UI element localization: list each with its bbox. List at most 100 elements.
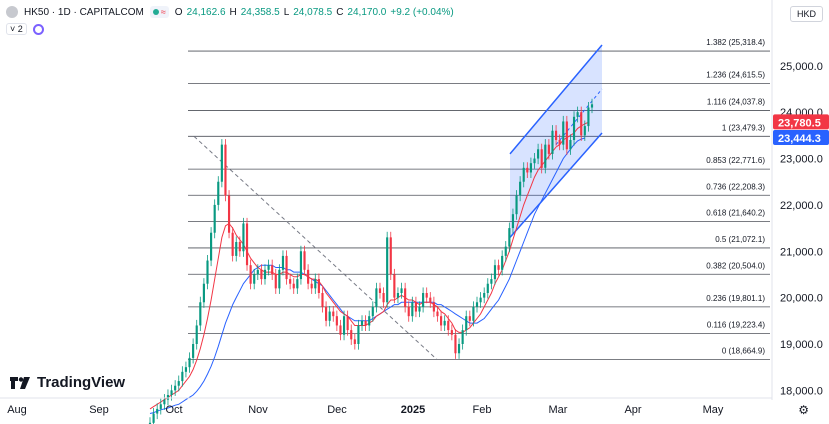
candle-body	[562, 121, 565, 145]
candle-body	[353, 339, 356, 344]
candle-body	[210, 232, 213, 261]
fib-label: 0.236 (19,801.1)	[706, 294, 765, 303]
fib-label: 0.382 (20,504.0)	[706, 261, 765, 270]
candle-body	[163, 399, 166, 405]
candle-body	[544, 144, 547, 168]
candle-body	[558, 140, 561, 145]
candle-body	[447, 320, 450, 331]
candle-body	[227, 195, 231, 233]
currency-button[interactable]: HKD	[789, 6, 823, 22]
candle-body	[590, 104, 594, 108]
candle-body	[450, 330, 453, 335]
price-tick-label: 25,000.0	[780, 61, 823, 73]
candle-body	[400, 288, 403, 293]
time-tick-label: Nov	[248, 404, 268, 416]
fib-label: 0.5 (21,072.1)	[715, 235, 765, 244]
indicator-count: 2	[17, 24, 23, 34]
candle-body	[490, 279, 493, 284]
candle-body	[533, 158, 536, 164]
fib-label: 1.382 (25,318.4)	[706, 38, 765, 47]
candle-body	[565, 121, 568, 150]
collapse-indicators-button[interactable]: ˅ 2	[6, 23, 27, 35]
candle-body	[483, 293, 486, 298]
candle-body	[504, 246, 507, 256]
candle-body	[540, 149, 543, 168]
market-status[interactable]: ≈	[149, 6, 169, 18]
channel-lower	[509, 132, 603, 238]
high-label: H	[229, 6, 237, 18]
candle-body	[253, 274, 256, 284]
indicator-icon[interactable]	[32, 23, 44, 35]
candle-body	[497, 265, 500, 270]
candle-body	[537, 149, 540, 159]
price-marker	[773, 114, 829, 130]
price-axis[interactable]: 25,000.024,000.023,000.022,000.021,000.0…	[771, 0, 829, 400]
time-axis[interactable]: Aug Sep Oct Nov Dec 2025 Feb Mar Apr May	[0, 397, 772, 416]
close-label: C	[336, 6, 344, 18]
candle-body	[436, 311, 439, 317]
candle-body	[468, 316, 471, 321]
candle-body	[339, 325, 342, 335]
time-tick-label: Apr	[624, 404, 641, 416]
open-value: 24,162.6	[186, 6, 226, 18]
candle-body	[479, 297, 482, 303]
candle-body	[260, 269, 263, 280]
indicators-row: ˅ 2	[6, 23, 44, 35]
candle-body	[554, 130, 558, 140]
candle-body	[202, 283, 205, 303]
candle-body	[432, 302, 435, 312]
time-tick-label: Feb	[473, 404, 492, 416]
candle-body	[493, 265, 497, 280]
symbol-title[interactable]: HK50 · 1D · CAPITALCOM	[24, 6, 144, 18]
price-tick-label: 21,000.0	[780, 246, 823, 258]
candle-body	[368, 316, 371, 326]
fib-label: 0 (18,664.9)	[722, 347, 765, 356]
price-marker-label: 23,444.3	[778, 133, 821, 145]
candle-body	[177, 381, 180, 386]
candle-body	[249, 265, 252, 284]
candle-body	[364, 320, 367, 326]
candle-body	[389, 237, 392, 275]
candle-body	[332, 311, 335, 317]
tv-logo-icon	[10, 376, 30, 389]
candle-body	[267, 265, 270, 270]
candle-body	[569, 140, 572, 150]
fib-label: 1.116 (24,037.8)	[707, 97, 765, 106]
candle-body	[184, 367, 188, 372]
candle-body	[346, 316, 349, 331]
candle-body	[174, 385, 177, 391]
tradingview-logo[interactable]: TradingView	[10, 374, 125, 391]
candle-body	[213, 204, 216, 233]
candle-body	[580, 112, 583, 136]
candle-body	[188, 357, 191, 368]
time-tick-label: May	[703, 404, 724, 416]
candle-body	[292, 283, 295, 289]
candle-body	[396, 293, 400, 298]
candle-body	[296, 279, 299, 289]
price-tick-label: 20,000.0	[780, 293, 823, 305]
candle-body	[335, 316, 338, 326]
candle-body	[350, 330, 353, 340]
candle-body	[486, 283, 489, 293]
candle-body	[281, 255, 285, 270]
price-tick-label: 22,000.0	[780, 200, 823, 212]
candles	[148, 98, 594, 424]
fib-label: 0.853 (22,771.6)	[706, 156, 765, 165]
symbol-legend: HK50 · 1D · CAPITALCOM ≈ O 24,162.6 H 24,3…	[6, 6, 454, 18]
candle-body	[576, 112, 579, 117]
candle-body	[429, 297, 432, 303]
candle-body	[425, 293, 428, 298]
candle-body	[457, 344, 461, 354]
candle-body	[159, 404, 162, 409]
wave-icon: ≈	[160, 7, 166, 17]
channel-upper	[509, 44, 603, 155]
candle-body	[181, 371, 184, 382]
time-tick-label: Mar	[549, 404, 568, 416]
settings-gear-icon[interactable]: ⚙	[798, 403, 809, 417]
candle-body	[465, 316, 468, 331]
candle-body	[328, 311, 331, 321]
fib-label: 1.236 (24,615.5)	[706, 71, 765, 80]
fib-labels: 1.382 (25,318.4) 1.236 (24,615.5) 1.116 (2…	[706, 38, 765, 355]
candle-body	[422, 293, 425, 307]
